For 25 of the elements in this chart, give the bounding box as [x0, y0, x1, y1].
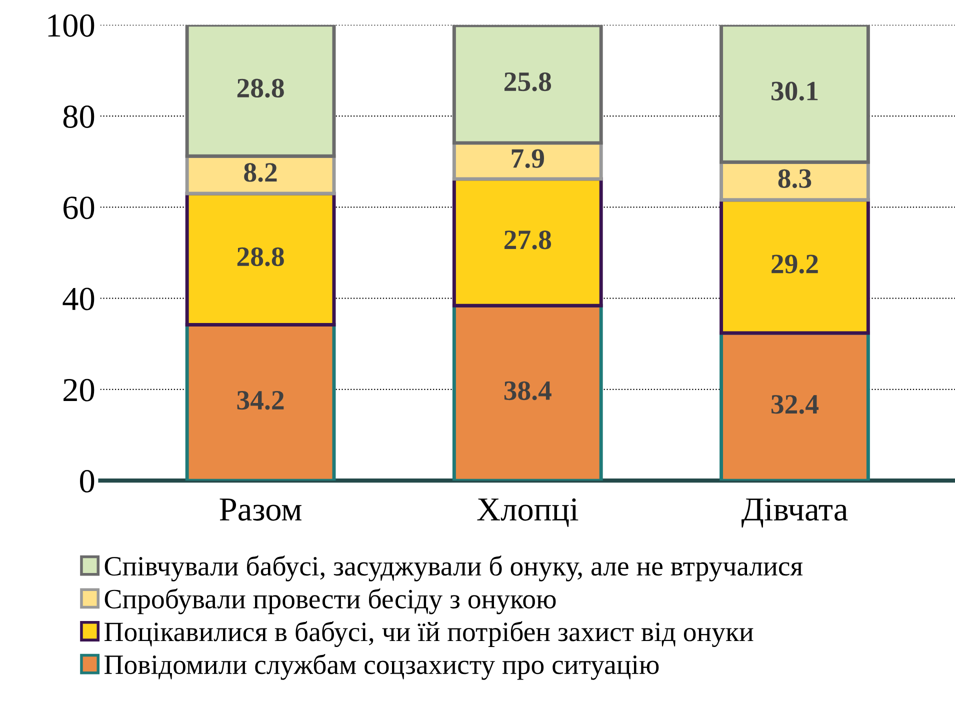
data-label: 25.8 — [504, 72, 552, 92]
data-label: 8.2 — [244, 163, 277, 182]
y-tick-label: 80 — [63, 105, 94, 128]
legend-label: Спробували провести бесіду з онукою — [104, 588, 556, 614]
y-tick-label: 20 — [64, 378, 94, 402]
x-tick-label: Дівчата — [741, 498, 848, 528]
y-tick-label: 40 — [62, 288, 94, 310]
data-label: 34.2 — [237, 390, 284, 410]
legend-label: Співчували бабусі, засуджували б онуку, але не втручалися — [104, 556, 803, 582]
data-label: 7.9 — [512, 149, 544, 168]
y-tick-label: 100 — [48, 14, 94, 37]
data-label: 28.8 — [237, 247, 284, 266]
data-label: 30.1 — [771, 82, 818, 101]
y-tick-label: 60 — [64, 196, 94, 220]
data-label: 32.4 — [771, 395, 819, 414]
y-tick-label: 0 — [80, 470, 94, 492]
data-label: 38.4 — [504, 381, 552, 400]
data-label: 8.3 — [778, 169, 812, 188]
legend-label: Поцікавилися в бабусі, чи їй потрібен захист від онуки — [104, 621, 754, 648]
data-label: 27.8 — [504, 230, 552, 250]
data-label: 28.8 — [237, 78, 284, 98]
data-label: 29.2 — [772, 254, 818, 274]
x-tick-label: Хлопці — [477, 498, 578, 527]
x-tick-label: Разом — [220, 498, 302, 521]
legend-label: Повідомили службам соцзахисту про ситуацію — [104, 654, 659, 680]
